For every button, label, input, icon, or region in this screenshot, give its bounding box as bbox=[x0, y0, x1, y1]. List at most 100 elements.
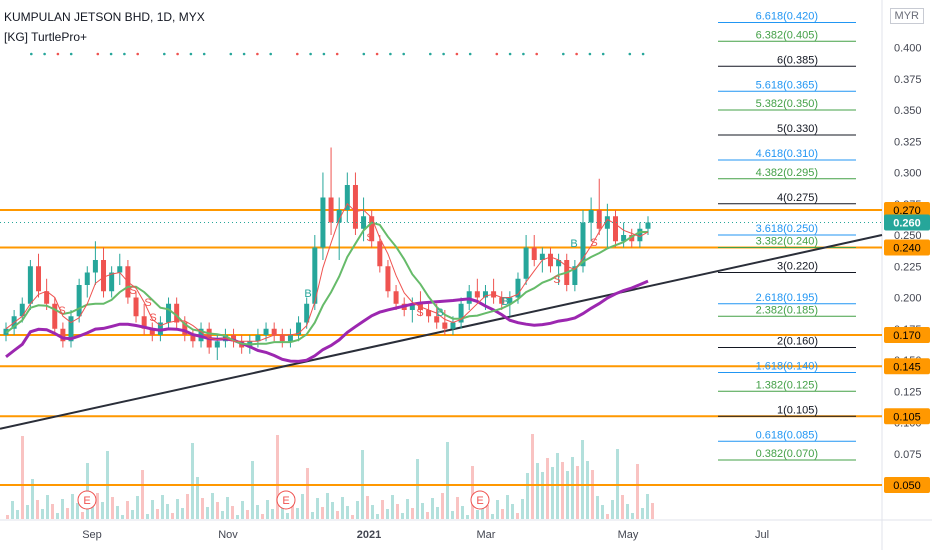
candle-body bbox=[588, 210, 594, 223]
volume-bar bbox=[276, 435, 279, 519]
candle-body bbox=[377, 241, 383, 267]
volume-bar bbox=[251, 461, 254, 519]
level-price-label: 0.270 bbox=[893, 205, 921, 217]
signal-dot bbox=[43, 52, 46, 56]
volume-bar bbox=[531, 434, 534, 519]
candle-body bbox=[393, 291, 399, 304]
signal-dot bbox=[495, 52, 499, 56]
signal-dot bbox=[389, 52, 392, 56]
volume-bar bbox=[586, 461, 589, 519]
candle-body bbox=[296, 322, 302, 335]
volume-bar bbox=[266, 500, 269, 519]
volume-bar bbox=[431, 498, 434, 519]
candle-body bbox=[515, 278, 521, 298]
level-price-label: 0.105 bbox=[893, 411, 921, 423]
volume-bar bbox=[436, 507, 439, 519]
volume-bar bbox=[596, 496, 599, 519]
candle-body bbox=[149, 328, 155, 335]
fib-label: 4.618(0.310) bbox=[756, 148, 818, 160]
volume-bar bbox=[376, 514, 379, 519]
volume-bar bbox=[71, 494, 74, 519]
volume-bar bbox=[566, 471, 569, 519]
signal-dot bbox=[429, 52, 432, 56]
signal-label: S bbox=[590, 237, 597, 249]
y-tick-label: 0.225 bbox=[894, 261, 922, 273]
level-price-badge bbox=[884, 239, 930, 256]
indicator-label[interactable]: [KG] TurtlePro+ bbox=[4, 30, 88, 44]
ma-fast-line bbox=[5, 202, 649, 342]
signal-dot bbox=[163, 52, 166, 56]
level-price-badge bbox=[884, 477, 930, 493]
fib-label: 6(0.385) bbox=[777, 54, 818, 66]
volume-bar bbox=[561, 462, 564, 519]
fib-label: 6.618(0.420) bbox=[756, 11, 818, 23]
candle-body bbox=[580, 222, 586, 267]
volume-bar bbox=[396, 504, 399, 519]
fib-label: 3.618(0.250) bbox=[756, 223, 818, 235]
volume-bar bbox=[66, 508, 69, 519]
volume-bar bbox=[346, 506, 349, 519]
candle-body bbox=[19, 303, 25, 317]
volume-bar bbox=[76, 503, 79, 519]
volume-bar bbox=[571, 457, 574, 519]
volume-bar bbox=[386, 509, 389, 519]
candle-body bbox=[60, 328, 66, 342]
volume-bar bbox=[201, 498, 204, 519]
earnings-marker-label: E bbox=[282, 495, 289, 507]
candle-body bbox=[442, 322, 448, 329]
x-tick-label: Jul bbox=[755, 529, 769, 541]
earnings-marker bbox=[276, 490, 296, 510]
volume-bar bbox=[356, 501, 359, 519]
volume-bar bbox=[646, 494, 649, 519]
volume-bar bbox=[126, 501, 129, 519]
volume-bar bbox=[461, 506, 464, 519]
level-price-badge bbox=[884, 408, 930, 425]
candle-body bbox=[474, 291, 480, 298]
candle-body bbox=[531, 247, 537, 260]
volume-bar bbox=[626, 504, 629, 519]
candle-body bbox=[572, 266, 578, 285]
volume-bar bbox=[281, 504, 284, 519]
y-tick-label: 0.375 bbox=[894, 74, 922, 86]
earnings-marker bbox=[77, 490, 97, 510]
volume-bar bbox=[271, 509, 274, 519]
level-price-label: 0.170 bbox=[893, 330, 921, 342]
volume-bar bbox=[521, 499, 524, 519]
volume-bar bbox=[286, 513, 289, 519]
volume-bar bbox=[651, 503, 654, 519]
ma-slow-line bbox=[5, 279, 649, 363]
volume-bar bbox=[206, 507, 209, 519]
volume-bar bbox=[341, 497, 344, 519]
fib-label: 1(0.105) bbox=[777, 404, 818, 416]
currency-badge[interactable]: MYR bbox=[889, 8, 924, 24]
candle-body bbox=[409, 303, 415, 310]
volume-bar bbox=[326, 493, 329, 519]
x-tick-label: May bbox=[618, 529, 639, 541]
signal-dot bbox=[442, 52, 445, 56]
candle-body bbox=[117, 266, 123, 273]
volume-bar bbox=[636, 464, 639, 519]
volume-bar bbox=[401, 513, 404, 519]
volume-bar bbox=[381, 500, 384, 519]
candle-body bbox=[450, 322, 456, 329]
volume-bar bbox=[171, 513, 174, 519]
level-price-badge bbox=[884, 327, 930, 343]
fib-label: 3.382(0.240) bbox=[756, 236, 818, 248]
fib-label: 1.618(0.140) bbox=[756, 361, 818, 373]
volume-bar bbox=[601, 505, 604, 519]
volume-bar bbox=[141, 470, 144, 519]
candle-body bbox=[612, 216, 618, 242]
signal-dot bbox=[30, 52, 33, 56]
volume-bar bbox=[56, 513, 59, 519]
volume-bar bbox=[496, 500, 499, 519]
volume-bar bbox=[296, 508, 299, 519]
candle-body bbox=[263, 328, 269, 335]
signal-dot bbox=[468, 52, 472, 56]
volume-bar bbox=[456, 497, 459, 519]
volume-bar bbox=[221, 511, 224, 519]
volume-bar bbox=[46, 495, 49, 519]
candle-body bbox=[271, 328, 277, 335]
volume-bar bbox=[11, 501, 14, 519]
volume-bar bbox=[476, 510, 479, 519]
